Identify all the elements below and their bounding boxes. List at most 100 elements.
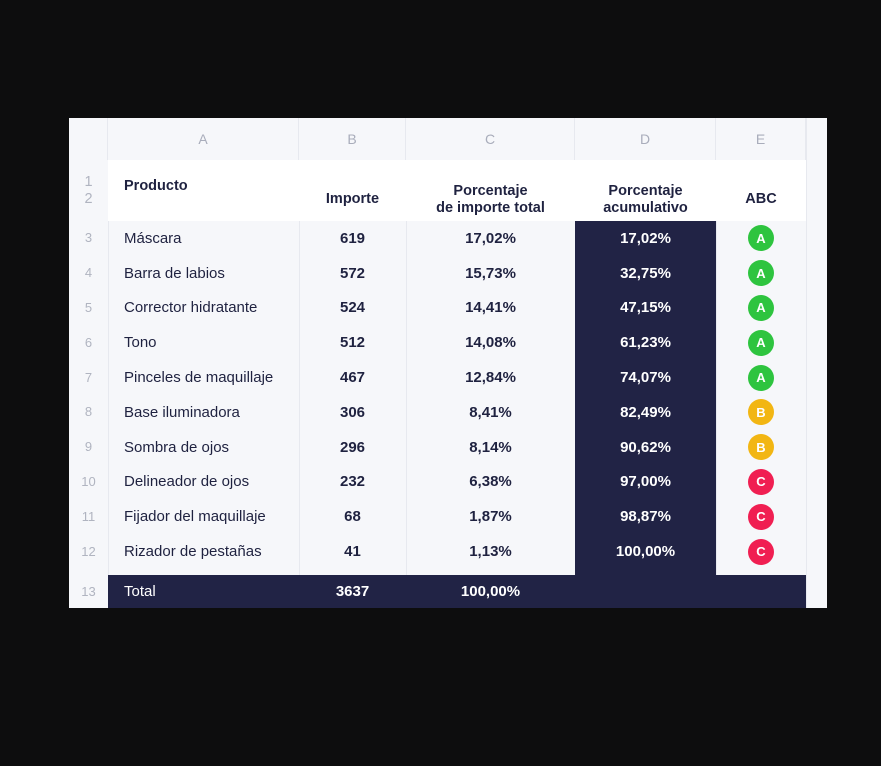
cell-producto[interactable]: Fijador del maquillaje [124,508,266,526]
cell-acumulativo[interactable]: 82,49% [575,395,716,430]
divider [108,221,109,575]
row-number[interactable]: 4 [84,265,93,281]
abc-badge: B [748,434,774,461]
cell-importe[interactable]: 524 [339,299,366,317]
cell-abc[interactable]: C [716,499,806,534]
cell-importe[interactable]: 306 [339,403,366,421]
cell-porcentaje[interactable]: 1,87% [469,508,512,526]
cell-acumulativo[interactable]: 32,75% [575,255,716,291]
cell-producto[interactable]: Delineador de ojos [124,473,250,491]
cell-importe[interactable]: 68 [344,508,361,526]
cell-importe[interactable]: 41 [344,543,361,561]
cell-producto[interactable]: Pinceles de maquillaje [124,369,274,387]
row-number-1-2[interactable]: 1 2 [69,160,108,221]
cell-acumulativo[interactable]: 97,00% [575,464,716,500]
table-row: 11 Fijador del maquillaje 68 1,87% 98,87% C [69,499,827,535]
divider [299,221,300,575]
cell-importe[interactable]: 232 [339,473,366,491]
corner-cell[interactable] [69,118,108,160]
cell-abc[interactable]: A [716,256,806,291]
column-header-row: A B C D E [69,118,827,160]
cell-porcentaje[interactable]: 1,13% [469,543,512,561]
cell-abc[interactable]: A [716,221,806,256]
row-number[interactable]: 8 [84,404,93,420]
cell-porcentaje[interactable]: 8,14% [469,438,512,456]
abc-badge: C [748,468,774,495]
cell-importe[interactable]: 512 [339,334,366,352]
row-number-13[interactable]: 13 [81,583,96,599]
cell-producto[interactable]: Corrector hidratante [124,299,258,317]
header-acumulativo[interactable]: Porcentaje acumulativo [575,160,716,221]
cell-producto[interactable]: Barra de labios [124,264,225,282]
total-importe[interactable]: 3637 [335,583,370,600]
header-porcentaje[interactable]: Porcentaje de importe total [406,160,575,221]
cell-producto[interactable]: Sombra de ojos [124,438,230,456]
cell-producto[interactable]: Tono [124,334,157,352]
cell-abc[interactable]: A [716,360,806,395]
row-number[interactable]: 11 [81,508,96,524]
spreadsheet: A B C D E 1 2 Producto Importe Porcentaj… [69,118,827,608]
table-header-row: 1 2 Producto Importe Porcentaje de impor… [69,160,827,221]
divider [406,221,407,575]
total-porcentaje[interactable]: 100,00% [460,583,521,600]
row-number[interactable]: 3 [84,230,93,246]
cell-porcentaje[interactable]: 14,08% [465,334,516,352]
cell-abc[interactable]: C [716,465,806,500]
cell-abc[interactable]: C [716,534,806,569]
table-row: 4 Barra de labios 572 15,73% 32,75% A [69,255,827,291]
row-number[interactable]: 6 [84,334,93,350]
cell-abc[interactable]: A [716,291,806,326]
abc-badge: A [748,329,774,356]
total-label[interactable]: Total [124,583,156,600]
header-importe[interactable]: Importe [299,160,406,221]
row-number[interactable]: 9 [84,439,93,455]
row-number[interactable]: 10 [81,473,96,489]
cell-importe[interactable]: 467 [339,369,366,387]
cell-importe[interactable]: 296 [339,438,366,456]
table-row: 6 Tono 512 14,08% 61,23% A [69,325,827,361]
cell-acumulativo[interactable]: 74,07% [575,360,716,395]
cell-porcentaje[interactable]: 8,41% [469,403,512,421]
cell-importe[interactable]: 619 [339,229,366,247]
abc-badge: A [748,294,774,321]
row-number[interactable]: 7 [84,369,93,385]
cell-producto[interactable]: Rizador de pestañas [124,543,262,561]
abc-badge: C [748,503,774,530]
row-number: 1 [84,173,93,190]
cell-porcentaje[interactable]: 6,38% [469,473,512,491]
cell-abc[interactable]: B [716,395,806,430]
column-header-d[interactable]: D [575,118,716,160]
table-row: 10 Delineador de ojos 232 6,38% 97,00% C [69,464,827,500]
table-row: 7 Pinceles de maquillaje 467 12,84% 74,07% A [69,360,827,395]
cell-acumulativo[interactable]: 98,87% [575,499,716,535]
cell-porcentaje[interactable]: 12,84% [465,369,516,387]
header-abc[interactable]: ABC [716,160,806,221]
scroll-edge [806,118,827,608]
row-number: 2 [84,190,93,207]
row-number[interactable]: 5 [84,299,93,315]
cell-producto[interactable]: Máscara [124,229,182,247]
cell-acumulativo[interactable]: 100,00% [575,534,716,569]
cell-producto[interactable]: Base iluminadora [124,403,240,421]
row-number[interactable]: 12 [81,543,96,559]
header-producto[interactable]: Producto [108,160,299,221]
cell-porcentaje[interactable]: 15,73% [465,264,516,282]
column-header-a[interactable]: A [108,118,299,160]
cell-importe[interactable]: 572 [339,264,366,282]
cell-acumulativo[interactable]: 17,02% [575,221,716,256]
cell-porcentaje[interactable]: 17,02% [465,229,516,247]
column-header-e[interactable]: E [716,118,806,160]
abc-badge: A [748,260,774,287]
cell-acumulativo[interactable]: 61,23% [575,325,716,361]
cell-acumulativo[interactable]: 47,15% [575,290,716,326]
cell-acumulativo[interactable]: 90,62% [575,429,716,465]
column-header-b[interactable]: B [299,118,406,160]
abc-badge: B [748,399,774,426]
table-row: 3 Máscara 619 17,02% 17,02% A [69,221,827,256]
table-row: 12 Rizador de pestañas 41 1,13% 100,00% C [69,534,827,569]
cell-porcentaje[interactable]: 14,41% [465,299,516,317]
total-row: 13 Total 3637 100,00% [69,575,827,608]
column-header-c[interactable]: C [406,118,575,160]
cell-abc[interactable]: B [716,430,806,465]
cell-abc[interactable]: A [716,325,806,360]
